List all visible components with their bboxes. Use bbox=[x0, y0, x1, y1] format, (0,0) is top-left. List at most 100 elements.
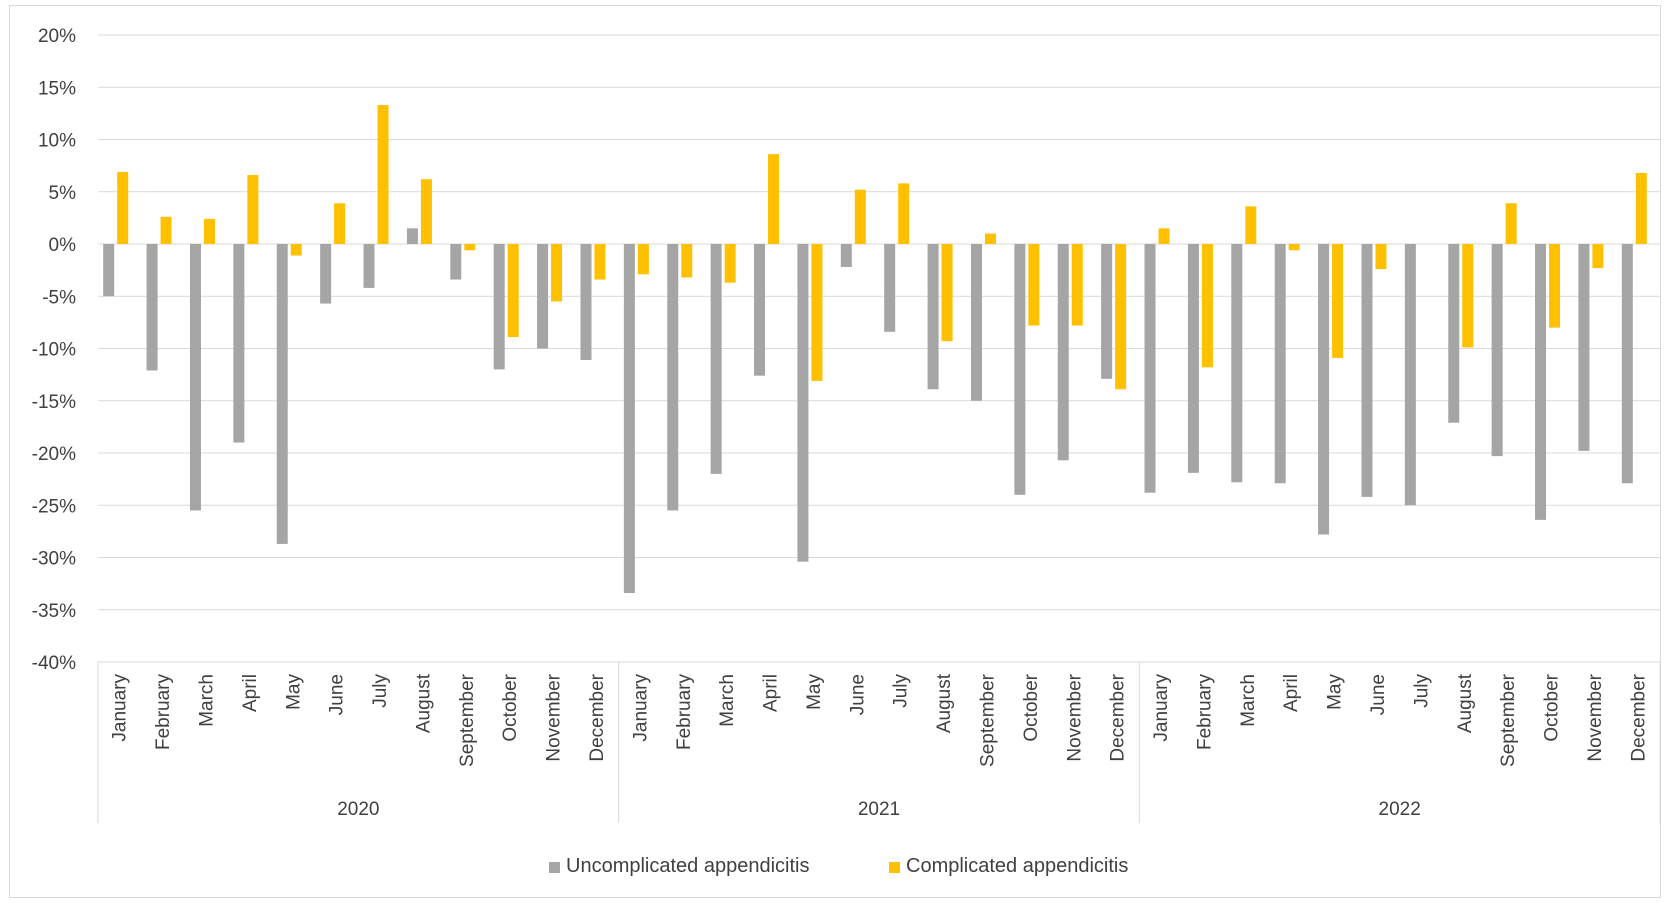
bar-complicated-8 bbox=[420, 179, 432, 244]
x-tick-label: January bbox=[110, 674, 131, 742]
y-tick-label: -20% bbox=[32, 444, 76, 465]
bar-uncomplicated-11 bbox=[537, 244, 549, 349]
x-tick-label: December bbox=[1108, 673, 1129, 761]
legend-label-uncomplicated: Uncomplicated appendicitis bbox=[566, 855, 809, 877]
bar-uncomplicated-20 bbox=[927, 244, 939, 390]
bar-uncomplicated-24 bbox=[1101, 244, 1113, 379]
x-tick-label: October bbox=[500, 673, 521, 741]
bar-complicated-17 bbox=[811, 244, 823, 381]
y-tick-label: 0% bbox=[49, 235, 77, 256]
x-tick-label: June bbox=[847, 674, 868, 715]
bar-complicated-13 bbox=[637, 244, 649, 275]
bars bbox=[103, 105, 1647, 594]
bar-complicated-30 bbox=[1375, 244, 1387, 270]
bar-uncomplicated-22 bbox=[1014, 244, 1026, 495]
bar-complicated-9 bbox=[464, 244, 476, 251]
bar-complicated-24 bbox=[1115, 244, 1127, 390]
year-label: 2021 bbox=[858, 799, 900, 820]
year-label: 2020 bbox=[337, 799, 379, 820]
bar-complicated-1 bbox=[117, 171, 129, 244]
bar-uncomplicated-19 bbox=[884, 244, 896, 332]
bar-complicated-34 bbox=[1549, 244, 1561, 328]
x-tick-label: April bbox=[761, 674, 782, 712]
gridlines bbox=[98, 34, 1660, 663]
bar-uncomplicated-35 bbox=[1578, 244, 1590, 451]
bar-uncomplicated-14 bbox=[667, 244, 679, 511]
x-tick-label: February bbox=[674, 674, 695, 751]
bar-complicated-12 bbox=[594, 244, 606, 280]
x-tick-label: September bbox=[1498, 673, 1519, 767]
x-tick-label: March bbox=[1238, 674, 1259, 727]
bar-complicated-23 bbox=[1071, 244, 1083, 326]
x-tick-label: December bbox=[1628, 673, 1649, 761]
bar-uncomplicated-28 bbox=[1274, 244, 1286, 484]
bar-complicated-36 bbox=[1635, 172, 1647, 244]
bar-complicated-20 bbox=[941, 244, 953, 342]
x-tick-label: March bbox=[196, 674, 217, 727]
x-tick-label: October bbox=[1542, 673, 1563, 741]
x-axis: January February March April May June July Augu… bbox=[97, 661, 1661, 823]
x-tick-label: August bbox=[413, 673, 434, 733]
bar-uncomplicated-17 bbox=[797, 244, 809, 562]
x-tick-label: October bbox=[1021, 673, 1042, 741]
y-tick-label: 15% bbox=[38, 78, 76, 99]
bar-uncomplicated-6 bbox=[320, 244, 332, 304]
bar-complicated-32 bbox=[1462, 244, 1474, 348]
bar-complicated-21 bbox=[984, 233, 996, 244]
bar-uncomplicated-27 bbox=[1231, 244, 1243, 483]
bar-uncomplicated-31 bbox=[1404, 244, 1416, 506]
bar-complicated-16 bbox=[768, 154, 780, 244]
bar-complicated-14 bbox=[681, 244, 693, 278]
bar-complicated-33 bbox=[1505, 203, 1517, 244]
bar-complicated-19 bbox=[898, 183, 910, 244]
bar-uncomplicated-7 bbox=[363, 244, 375, 288]
x-tick-label: December bbox=[587, 673, 608, 761]
bar-uncomplicated-21 bbox=[970, 244, 982, 401]
bar-uncomplicated-10 bbox=[493, 244, 505, 370]
x-tick-label: February bbox=[153, 674, 174, 751]
x-tick-label: July bbox=[1411, 674, 1432, 708]
bar-complicated-6 bbox=[334, 203, 346, 244]
bar-uncomplicated-33 bbox=[1491, 244, 1503, 457]
x-tick-label: May bbox=[804, 674, 825, 710]
bar-uncomplicated-13 bbox=[623, 244, 635, 594]
bar-complicated-15 bbox=[724, 244, 736, 283]
bar-complicated-5 bbox=[290, 244, 302, 256]
x-tick-label: July bbox=[891, 674, 912, 708]
bar-complicated-29 bbox=[1332, 244, 1344, 358]
bar-uncomplicated-8 bbox=[406, 228, 418, 244]
bar-uncomplicated-25 bbox=[1144, 244, 1156, 493]
y-tick-label: -25% bbox=[32, 496, 76, 517]
bar-complicated-3 bbox=[203, 218, 215, 244]
x-tick-label: August bbox=[934, 673, 955, 733]
y-axis: 20% 15% 10% 5% 0% -5% -10% -15% -20% -25% -30% -35%… bbox=[32, 26, 76, 674]
bar-complicated-22 bbox=[1028, 244, 1040, 326]
x-tick-label: June bbox=[1368, 674, 1389, 715]
y-tick-label: -40% bbox=[32, 653, 76, 674]
y-tick-label: -15% bbox=[32, 392, 76, 413]
x-tick-label: July bbox=[370, 674, 391, 708]
legend: Uncomplicated appendicitis Complicated a… bbox=[549, 855, 1128, 877]
bar-uncomplicated-3 bbox=[189, 244, 201, 511]
x-tick-label: April bbox=[240, 674, 261, 712]
legend-swatch-complicated bbox=[889, 862, 900, 873]
x-tick-label: May bbox=[283, 674, 304, 710]
chart-frame bbox=[9, 5, 1661, 898]
x-tick-label: May bbox=[1325, 674, 1346, 710]
bar-uncomplicated-23 bbox=[1057, 244, 1069, 461]
bar-complicated-7 bbox=[377, 105, 389, 244]
bar-complicated-35 bbox=[1592, 244, 1604, 269]
bar-uncomplicated-26 bbox=[1187, 244, 1199, 473]
x-tick-label: November bbox=[1064, 673, 1085, 761]
y-tick-label: -30% bbox=[32, 549, 76, 570]
x-tick-label: November bbox=[1585, 673, 1606, 761]
bar-complicated-28 bbox=[1288, 244, 1300, 251]
bar-complicated-25 bbox=[1158, 228, 1170, 244]
bar-uncomplicated-4 bbox=[233, 244, 245, 443]
bar-complicated-10 bbox=[507, 244, 519, 338]
bar-uncomplicated-18 bbox=[840, 244, 852, 267]
y-tick-label: -10% bbox=[32, 340, 76, 361]
bar-uncomplicated-29 bbox=[1318, 244, 1330, 535]
bar-uncomplicated-34 bbox=[1535, 244, 1547, 520]
